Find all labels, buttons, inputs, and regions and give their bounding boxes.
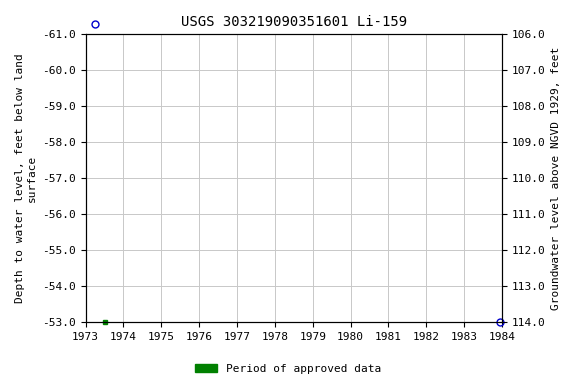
Y-axis label: Depth to water level, feet below land
surface: Depth to water level, feet below land su… <box>15 53 37 303</box>
Legend: Period of approved data: Period of approved data <box>191 359 385 379</box>
Y-axis label: Groundwater level above NGVD 1929, feet: Groundwater level above NGVD 1929, feet <box>551 47 561 310</box>
Title: USGS 303219090351601 Li-159: USGS 303219090351601 Li-159 <box>181 15 407 29</box>
